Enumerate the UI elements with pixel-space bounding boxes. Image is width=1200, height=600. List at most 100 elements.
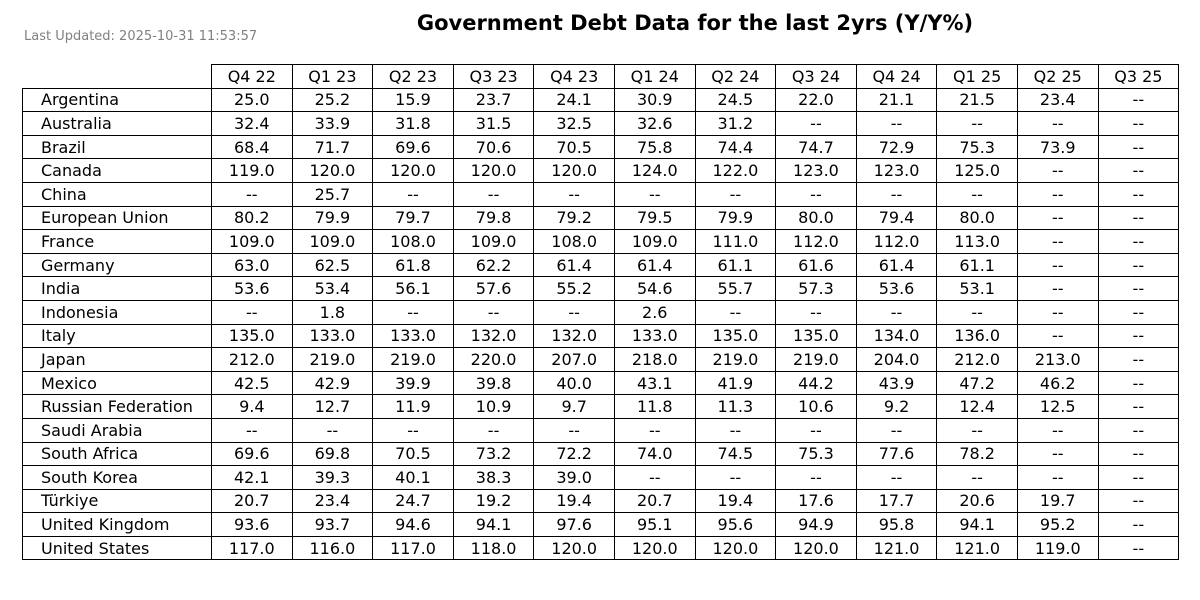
column-header: Q1 24 [613,64,696,89]
table-row: France 109.0 109.0 108.0 109.0 108.0 109.0 111.… [22,229,1180,254]
table-cell: 21.1 [855,87,938,113]
table-row: Germany 63.0 62.5 61.8 62.2 61.4 61.4 61.1 61.6 6… [22,252,1180,278]
table-cell: 17.6 [775,488,857,514]
table-cell: 19.7 [1016,488,1099,514]
table-cell: 61.4 [613,252,696,278]
table-cell: -- [452,417,535,443]
table-row: South Korea 42.1 39.3 40.1 38.3 39.0 -- -- -- -- -… [22,465,1180,490]
table-cell: -- [1097,229,1180,254]
table-row: European Union 80.2 79.9 79.7 79.8 79.2 79.5 79… [22,205,1180,231]
table-cell: -- [1016,252,1099,278]
row-label: Argentina [22,87,212,113]
table-cell: 109.0 [452,229,535,254]
column-header: Q3 24 [775,64,857,89]
table-cell: 22.0 [775,87,857,113]
table-cell: 68.4 [211,134,293,160]
table-cell: 79.4 [855,205,938,231]
table-row: Japan 212.0 219.0 219.0 220.0 207.0 218.0 219.0… [22,347,1180,372]
table-cell: 39.8 [452,370,535,396]
table-corner [23,65,212,89]
column-header: Q2 24 [694,64,777,89]
table-cell: 30.9 [613,87,696,113]
table-cell: -- [855,181,938,207]
table-cell: 23.4 [1016,87,1099,113]
table-cell: -- [1016,229,1099,254]
table-cell: 74.4 [694,134,777,160]
table-cell: -- [775,111,857,136]
table-cell: 72.9 [855,134,938,160]
table-cell: -- [855,417,938,443]
table-cell: 73.9 [1016,134,1099,160]
table-cell: -- [855,299,938,325]
table-cell: 43.1 [613,370,696,396]
table-cell: 70.6 [452,134,535,160]
table-cell: -- [1097,441,1180,467]
table-cell: 11.3 [694,394,777,419]
table-cell: 23.4 [291,488,374,514]
table-cell: 73.2 [452,441,535,467]
table-cell: 75.8 [613,134,696,160]
table-cell: 79.9 [694,205,777,231]
table-cell: -- [1097,205,1180,231]
table-cell: 23.7 [452,87,535,113]
table-cell: 25.7 [291,181,374,207]
table-cell: 24.5 [694,87,777,113]
table-cell: -- [372,181,454,207]
table-cell: 69.8 [291,441,374,467]
column-header: Q1 23 [291,64,374,89]
table-cell: -- [1097,87,1180,113]
table-cell: 53.4 [291,276,374,301]
table-cell: 61.4 [533,252,615,278]
table-cell: 61.1 [694,252,777,278]
table-cell: 31.5 [452,111,535,136]
table-cell: 69.6 [211,441,293,467]
table-cell: 95.6 [694,512,777,537]
table-cell: 79.5 [613,205,696,231]
table-cell: -- [533,417,615,443]
table-cell: 117.0 [211,535,293,561]
table-cell: 135.0 [694,323,777,349]
table-cell: 204.0 [855,347,938,372]
table-cell: 212.0 [211,347,293,372]
table-cell: -- [775,417,857,443]
table-row: China -- 25.7 -- -- -- -- -- -- -- -- -- -- [22,181,1180,207]
table-cell: 111.0 [694,229,777,254]
table-cell: 19.2 [452,488,535,514]
table-cell: 32.5 [533,111,615,136]
table-cell: 70.5 [372,441,454,467]
table-row: United States 117.0 116.0 117.0 118.0 120.0 12… [22,535,1180,561]
table-cell: -- [936,299,1018,325]
table-cell: 109.0 [291,229,374,254]
table-cell: 9.2 [855,394,938,419]
table-cell: 94.1 [452,512,535,537]
row-label: European Union [22,205,212,231]
table-cell: 219.0 [372,347,454,372]
table-cell: 213.0 [1016,347,1099,372]
table-cell: 40.0 [533,370,615,396]
table-cell: -- [1016,417,1099,443]
table-body: Argentina 25.0 25.2 15.9 23.7 24.1 30.9 24.5 22.… [22,87,1180,561]
table-row: Australia 32.4 33.9 31.8 31.5 32.5 32.6 31.2 -- -… [22,111,1180,136]
table-cell: -- [1016,323,1099,349]
table-cell: 116.0 [291,535,374,561]
table-cell: -- [936,181,1018,207]
table-cell: 19.4 [694,488,777,514]
table-cell: 43.9 [855,370,938,396]
table-cell: 41.9 [694,370,777,396]
table-cell: -- [613,465,696,490]
table-cell: 9.7 [533,394,615,419]
table-cell: -- [936,465,1018,490]
table-cell: 74.5 [694,441,777,467]
table-cell: -- [694,299,777,325]
table-cell: -- [1097,299,1180,325]
table-cell: 133.0 [613,323,696,349]
table-cell: 120.0 [452,158,535,183]
row-label: India [22,276,212,301]
table-cell: 25.0 [211,87,293,113]
table-cell: 38.3 [452,465,535,490]
table-cell: 93.7 [291,512,374,537]
table-cell: 135.0 [211,323,293,349]
table-cell: 95.8 [855,512,938,537]
table-cell: -- [775,465,857,490]
table-cell: -- [1016,465,1099,490]
